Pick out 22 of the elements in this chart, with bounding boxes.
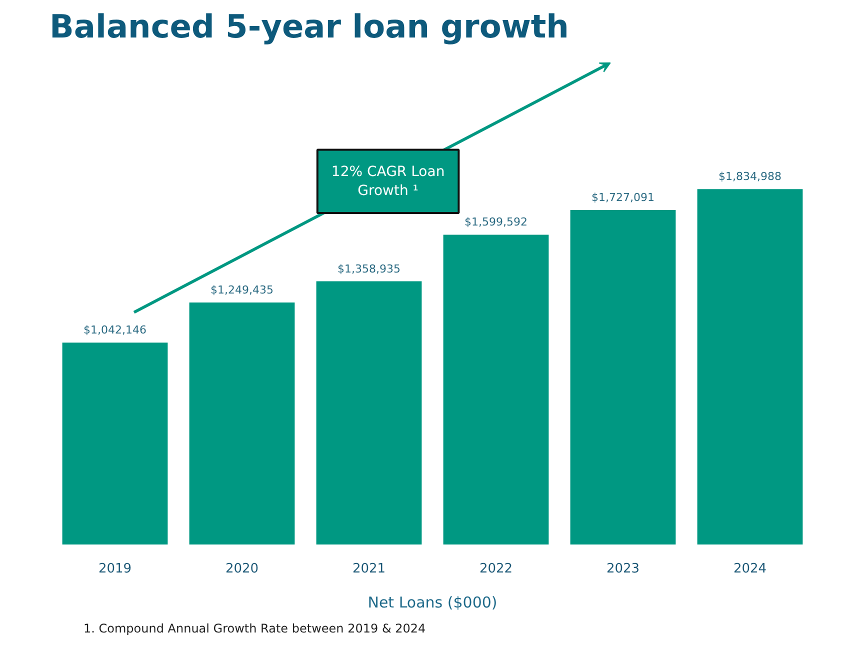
data-label: $1,727,091 [592,191,654,204]
data-label: $1,249,435 [210,284,274,297]
chart-title: Balanced 5-year loan growth [50,8,569,46]
bar [697,189,803,544]
data-label: $1,358,935 [338,262,400,276]
x-tick-label: 2020 [225,562,259,576]
bar [62,342,168,544]
x-tick-label: 2022 [479,562,513,576]
bar [443,234,549,544]
x-axis-title: Net Loans ($000) [368,594,498,612]
text: 1. Compound Annual Growth Rate between 2019 & 2024 [84,622,426,636]
data-label: $1,599,592 [464,216,528,229]
bar [570,210,676,544]
x-tick-label: 2023 [606,562,640,576]
data-label: $1,834,988 [718,170,782,184]
x-tick-label: 2024 [733,562,767,576]
x-tick-label: 2019 [98,562,132,576]
annotation: 12% CAGR Loan Growth ¹ [331,164,445,200]
bar [189,302,295,544]
x-tick-label: 2021 [352,562,386,576]
bar [316,281,422,544]
data-label: $1,042,146 [84,324,146,337]
